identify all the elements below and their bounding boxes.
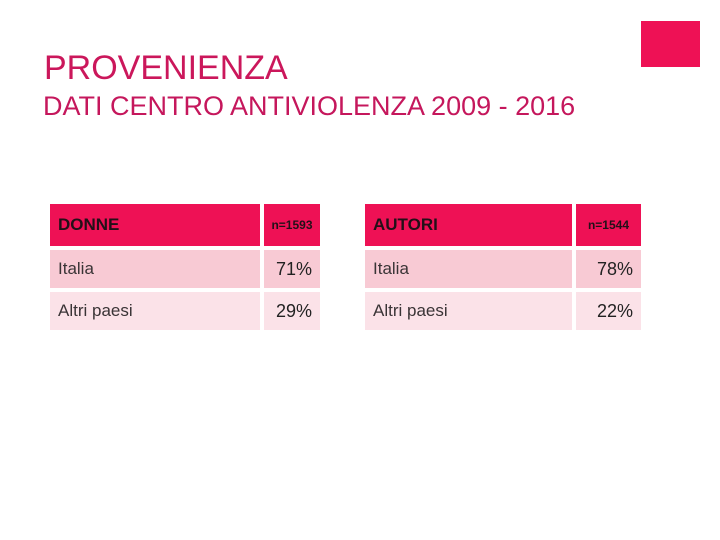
table-donne: DONNE n=1593 Italia 71% Altri paesi 29% — [50, 204, 320, 330]
table-donne-header-label: DONNE — [50, 204, 260, 246]
table-donne-header-n: n=1593 — [264, 204, 320, 246]
table-autori-row-value: 78% — [576, 250, 641, 288]
table-donne-row-value: 71% — [264, 250, 320, 288]
slide-subtitle: DATI CENTRO ANTIVIOLENZA 2009 - 2016 — [43, 91, 576, 121]
table-autori-row-label: Altri paesi — [365, 292, 572, 330]
table-autori-header-n: n=1544 — [576, 204, 641, 246]
table-donne-row-label: Altri paesi — [50, 292, 260, 330]
table-autori: AUTORI n=1544 Italia 78% Altri paesi 22% — [365, 204, 641, 330]
table-autori-row-label: Italia — [365, 250, 572, 288]
table-donne-row-label: Italia — [50, 250, 260, 288]
table-autori-row-value: 22% — [576, 292, 641, 330]
slide-title: PROVENIENZA — [44, 49, 288, 87]
table-autori-header-label: AUTORI — [365, 204, 572, 246]
accent-square-decoration — [641, 21, 700, 67]
table-donne-row-value: 29% — [264, 292, 320, 330]
